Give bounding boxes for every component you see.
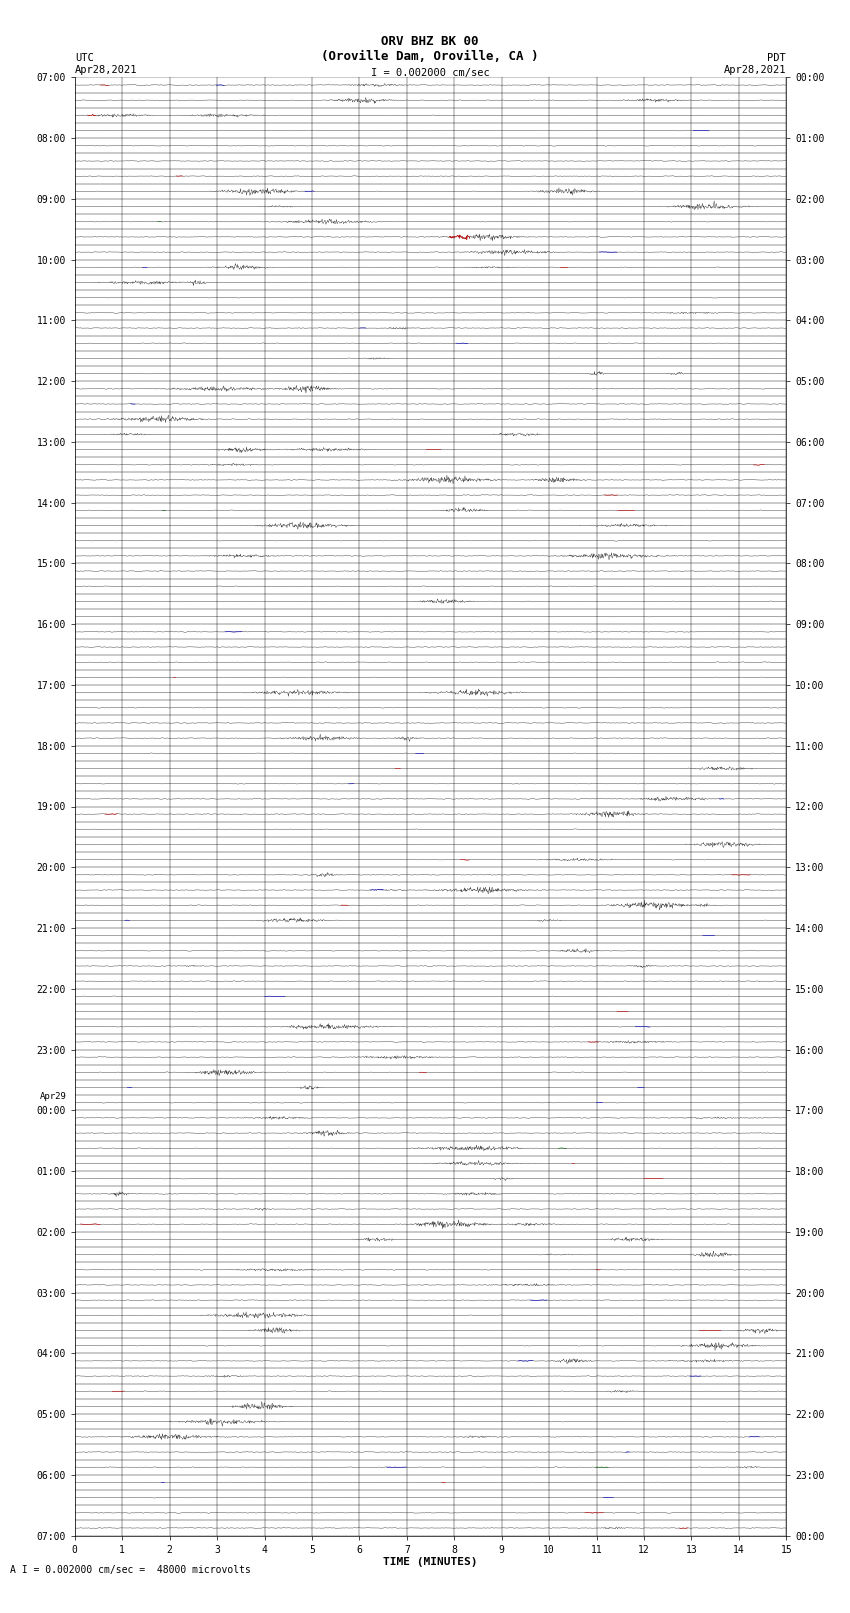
Text: Apr29: Apr29 — [40, 1092, 66, 1102]
Text: (Oroville Dam, Oroville, CA ): (Oroville Dam, Oroville, CA ) — [321, 50, 539, 63]
Text: Apr28,2021: Apr28,2021 — [75, 65, 138, 74]
Text: A I = 0.002000 cm/sec =  48000 microvolts: A I = 0.002000 cm/sec = 48000 microvolts — [10, 1565, 251, 1574]
Text: UTC: UTC — [75, 53, 94, 63]
X-axis label: TIME (MINUTES): TIME (MINUTES) — [383, 1558, 478, 1568]
Text: PDT: PDT — [768, 53, 786, 63]
Text: I = 0.002000 cm/sec: I = 0.002000 cm/sec — [371, 68, 490, 77]
Text: ORV BHZ BK 00: ORV BHZ BK 00 — [382, 35, 479, 48]
Text: Apr28,2021: Apr28,2021 — [723, 65, 786, 74]
